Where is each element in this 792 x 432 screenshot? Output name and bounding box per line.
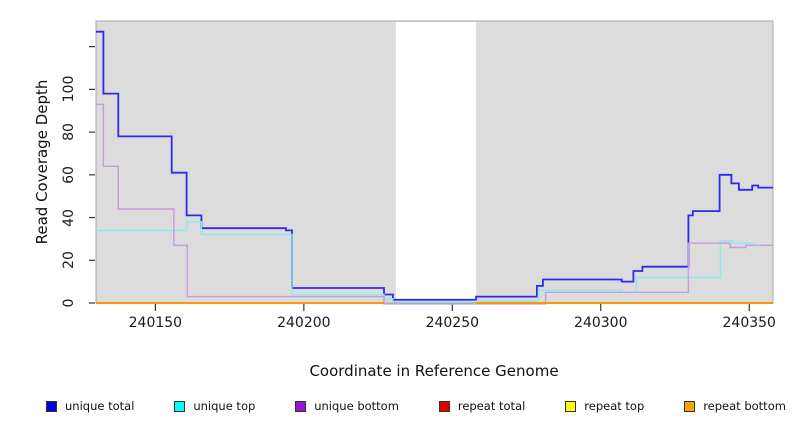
legend-swatch-unique-bottom xyxy=(295,400,307,412)
x-tick-label-240200: 240200 xyxy=(277,315,331,331)
x-tick-label-240250: 240250 xyxy=(425,315,480,331)
legend-item-unique-total: unique total xyxy=(46,399,134,413)
y-tick-label-20: 20 xyxy=(61,251,77,270)
legend-label: repeat top xyxy=(584,399,645,413)
legend-item-repeat-total: repeat total xyxy=(438,399,526,413)
x-tick-label-240150: 240150 xyxy=(128,315,183,331)
no-data-gap-region xyxy=(395,22,477,303)
y-axis-label: Read Coverage Depth xyxy=(33,79,51,245)
legend-label: repeat total xyxy=(457,399,526,413)
series-line-unique-top xyxy=(96,221,773,303)
y-tick-label-80: 80 xyxy=(61,123,77,141)
legend-item-repeat-bottom: repeat bottom xyxy=(684,399,786,413)
chart-legend: unique total unique top unique bottom repea… xyxy=(46,399,786,413)
legend-label: unique top xyxy=(193,399,256,413)
y-tick-label-40: 40 xyxy=(61,208,77,227)
x-axis-label: Coordinate in Reference Genome xyxy=(309,362,559,380)
y-tick-label-0: 0 xyxy=(61,298,77,308)
series-line-unique-total xyxy=(96,30,773,301)
x-tick-label-240300: 240300 xyxy=(574,315,628,331)
x-tick-label-240350: 240350 xyxy=(722,315,776,331)
legend-swatch-unique-top xyxy=(174,400,186,412)
legend-item-unique-bottom: unique bottom xyxy=(295,399,399,413)
legend-label: unique bottom xyxy=(314,399,399,413)
series-line-unique-bottom xyxy=(96,103,773,305)
y-tick-label-100: 100 xyxy=(61,76,77,103)
legend-swatch-repeat-bottom xyxy=(684,400,696,412)
y-tick-label-60: 60 xyxy=(61,165,77,184)
legend-label: repeat bottom xyxy=(703,399,786,413)
legend-swatch-repeat-total xyxy=(438,400,450,412)
legend-label: unique total xyxy=(65,399,135,413)
legend-item-repeat-top: repeat top xyxy=(565,399,644,413)
legend-swatch-repeat-top xyxy=(565,400,577,412)
legend-item-unique-top: unique top xyxy=(174,399,255,413)
legend-swatch-unique-total xyxy=(46,400,57,412)
